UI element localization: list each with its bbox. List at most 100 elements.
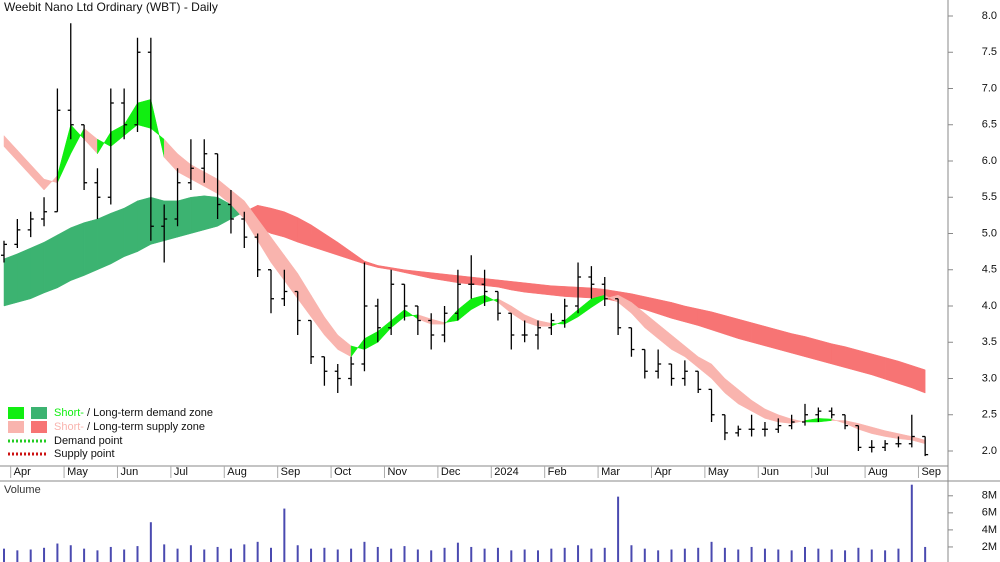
x-tick-label: Jul xyxy=(815,466,829,478)
long-term-zone xyxy=(30,241,45,300)
long-term-zone xyxy=(204,195,218,231)
volume-bar xyxy=(243,544,246,562)
x-tick-label: Apr xyxy=(14,466,31,478)
long-term-zone xyxy=(751,322,766,347)
volume-bar xyxy=(310,548,313,562)
volume-bar xyxy=(229,548,232,562)
volume-tick-label: 8M xyxy=(982,490,997,502)
long-term-zone xyxy=(83,218,98,276)
volume-bar xyxy=(390,548,393,562)
volume-bar xyxy=(363,541,366,562)
volume-bar xyxy=(563,547,566,562)
volume-tick-label: 4M xyxy=(982,524,997,536)
long-term-zone xyxy=(43,234,58,294)
volume-bar xyxy=(830,549,833,562)
volume-bar xyxy=(670,549,673,562)
volume-bar xyxy=(657,550,660,562)
long-term-zone xyxy=(804,336,819,361)
long-term-zone xyxy=(844,346,859,372)
volume-bar xyxy=(750,546,753,562)
volume-bar xyxy=(817,548,820,562)
y-tick-label: 6.0 xyxy=(982,155,997,167)
long-term-zone xyxy=(97,212,112,271)
legend-swatch-long xyxy=(31,407,47,419)
short-term-zone xyxy=(137,99,152,129)
legend-label: Demand point xyxy=(54,435,123,447)
long-term-zone xyxy=(564,286,579,298)
volume-bar xyxy=(804,546,806,562)
volume-bar xyxy=(630,545,633,562)
long-term-zone xyxy=(17,247,31,303)
long-term-zone xyxy=(123,200,138,258)
volume-bar xyxy=(29,549,32,562)
long-term-zone xyxy=(137,196,152,253)
zones xyxy=(3,99,926,445)
volume-bar xyxy=(483,548,486,562)
volume-bar xyxy=(523,549,526,562)
volume-bar xyxy=(430,550,433,562)
volume-bar xyxy=(69,545,72,562)
y-tick-label: 2.0 xyxy=(982,445,997,457)
volume-bar xyxy=(43,547,46,562)
long-term-zone xyxy=(671,302,686,323)
volume-bar xyxy=(109,546,112,562)
long-term-zone xyxy=(778,329,792,354)
price-bars xyxy=(1,23,929,457)
volume-bar xyxy=(83,548,86,562)
y-tick-label: 4.0 xyxy=(982,300,997,312)
volume-bar xyxy=(790,550,793,562)
x-tick-label: Feb xyxy=(548,466,567,478)
volume-bar xyxy=(283,508,286,562)
long-term-zone xyxy=(524,282,539,294)
volume-bar xyxy=(537,550,539,562)
long-term-zone xyxy=(110,207,125,265)
legend-rest: / Long-term demand zone xyxy=(84,407,213,419)
volume-bar xyxy=(470,546,473,562)
long-term-zone xyxy=(457,275,472,285)
volume-bar xyxy=(590,548,593,562)
long-term-zone xyxy=(858,349,872,376)
long-term-zone xyxy=(577,286,592,299)
y-tick-label: 6.5 xyxy=(982,119,997,131)
volume-bar xyxy=(376,546,379,562)
x-tick-label: May xyxy=(708,466,729,478)
volume-bar xyxy=(777,549,780,562)
volume-bar xyxy=(323,547,326,562)
volume-bar xyxy=(697,547,700,562)
long-term-zone xyxy=(871,353,886,380)
volume-bar xyxy=(16,550,19,562)
x-tick-label: Aug xyxy=(227,466,247,478)
long-term-zone xyxy=(511,281,525,293)
x-tick-label: Sep xyxy=(281,466,301,478)
long-term-zone xyxy=(818,339,832,365)
y-tick-label: 8.0 xyxy=(982,10,997,22)
volume-bar xyxy=(710,541,713,562)
long-term-zone xyxy=(190,195,205,234)
volume-bar xyxy=(403,546,406,562)
volume-bar xyxy=(643,548,646,562)
legend-label: Short- / Long-term demand zone xyxy=(54,407,213,419)
x-tick-label: 2024 xyxy=(494,466,518,478)
volume-label: Volume xyxy=(4,484,41,496)
long-term-zone xyxy=(551,285,565,297)
volume-bar xyxy=(56,543,59,562)
volume-bar xyxy=(737,549,740,562)
volume-tick-label: 2M xyxy=(982,541,997,553)
long-term-zone xyxy=(3,253,18,307)
long-term-zone xyxy=(270,207,285,238)
x-tick-label: Jul xyxy=(174,466,188,478)
long-term-zone xyxy=(177,196,192,238)
volume-bar xyxy=(216,546,219,562)
volume-bar xyxy=(176,548,179,562)
y-tick-label: 7.5 xyxy=(982,46,997,58)
volume-bar xyxy=(510,550,513,562)
long-term-zone xyxy=(724,315,739,339)
volume-bar xyxy=(149,522,152,562)
volume-bar xyxy=(910,484,913,562)
y-tick-label: 7.0 xyxy=(982,82,997,94)
volume-bar xyxy=(683,548,686,562)
volume-bar xyxy=(884,550,887,562)
volume-bar xyxy=(96,550,99,562)
